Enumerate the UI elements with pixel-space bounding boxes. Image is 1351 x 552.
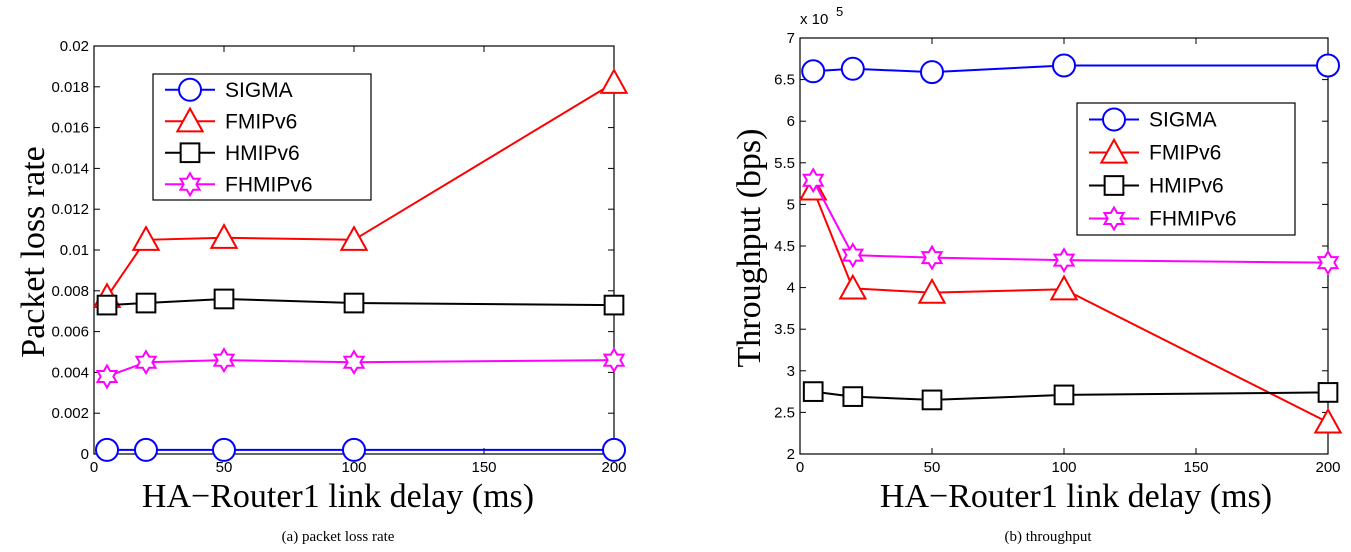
x-tick-label: 50	[924, 459, 941, 476]
data-point-marker	[842, 58, 864, 80]
y-tick-label: 0.002	[51, 405, 89, 422]
legend: SIGMA FMIPv6 HMIPv6 FHMIPv6	[1077, 103, 1295, 235]
y-tick-label: 0.02	[60, 38, 89, 55]
data-point-marker	[97, 365, 116, 387]
y-tick-label: 4	[787, 280, 795, 297]
y-tick-label: 6	[787, 113, 795, 130]
y-tick-label: 3	[787, 363, 795, 380]
legend-label: SIGMA	[225, 79, 293, 102]
series-hmipv6	[98, 290, 624, 315]
data-point-marker	[601, 70, 626, 93]
data-point-marker	[921, 61, 943, 83]
y-multiplier-label: x 10	[800, 11, 828, 28]
data-point-marker	[1055, 386, 1074, 405]
series-sigma	[96, 439, 625, 461]
legend-label: FHMIPv6	[225, 173, 313, 196]
legend-label: FMIPv6	[225, 110, 297, 133]
data-point-marker	[802, 60, 824, 82]
y-tick-label: 0.006	[51, 324, 89, 341]
data-point-marker	[1054, 249, 1073, 271]
data-point-marker	[211, 225, 236, 248]
y-tick-label: 6.5	[774, 72, 795, 89]
series-fhmipv6	[97, 349, 623, 387]
legend-marker	[181, 143, 200, 162]
legend: SIGMA FMIPv6 HMIPv6 FHMIPv6	[153, 74, 371, 200]
legend-label: HMIPv6	[1149, 175, 1224, 198]
y-tick-label: 0.008	[51, 283, 89, 300]
data-point-marker	[603, 439, 625, 461]
y-tick-label: 3.5	[774, 321, 795, 338]
data-point-marker	[604, 349, 623, 371]
x-axis-label: HA−Router1 link delay (ms)	[142, 478, 534, 515]
data-point-marker	[605, 296, 624, 315]
legend-marker	[1105, 176, 1124, 195]
data-point-marker	[213, 439, 235, 461]
y-tick-label: 0.012	[51, 201, 89, 218]
y-tick-label: 4.5	[774, 238, 795, 255]
y-tick-label: 7	[787, 30, 795, 47]
data-point-marker	[137, 294, 156, 313]
y-tick-label: 0.014	[51, 160, 89, 177]
legend-label: FMIPv6	[1149, 142, 1221, 165]
packet-loss-chart: 0 50 100 150 200 0 0.002 0.004 0.006 0.008 0.01 0.0…	[15, 38, 627, 545]
figure-caption: (a) packet loss rate	[282, 529, 395, 545]
legend-label: HMIPv6	[225, 142, 300, 165]
y-tick-label: 0.018	[51, 79, 89, 96]
data-point-marker	[922, 247, 941, 269]
data-point-marker	[1053, 54, 1075, 76]
legend-marker	[1103, 109, 1125, 131]
data-point-marker	[1315, 410, 1340, 433]
y-tick-label: 2.5	[774, 404, 795, 421]
data-point-marker	[214, 349, 233, 371]
y-tick-label: 2	[787, 446, 795, 463]
x-tick-label: 150	[471, 459, 496, 476]
y-tick-label: 0.004	[51, 364, 89, 381]
legend-label: SIGMA	[1149, 109, 1217, 132]
data-point-marker	[843, 244, 862, 266]
x-tick-label: 0	[90, 459, 98, 476]
data-point-marker	[804, 382, 823, 401]
data-point-marker	[1051, 277, 1076, 300]
data-point-marker	[1319, 383, 1338, 402]
y-axis-label: Throughput (bps)	[731, 129, 768, 368]
data-point-marker	[343, 439, 365, 461]
data-point-marker	[344, 351, 363, 373]
data-point-marker	[843, 387, 862, 406]
throughput-chart: 0 50 100 150 200 2 2.5 3 3.5 4 4.5 5 5.5 6 6.5 7 x 10 5 HA…	[731, 4, 1341, 545]
data-point-marker	[923, 391, 942, 410]
y-multiplier-exponent: 5	[836, 4, 843, 19]
y-axis-label: Packet loss rate	[15, 146, 52, 358]
legend-label: FHMIPv6	[1149, 208, 1237, 231]
y-tick-label: 0.016	[51, 120, 89, 137]
data-point-marker	[341, 227, 366, 250]
data-point-marker	[96, 439, 118, 461]
data-point-marker	[215, 290, 234, 309]
legend-marker	[179, 79, 201, 101]
x-tick-label: 200	[1315, 459, 1340, 476]
data-point-marker	[136, 351, 155, 373]
data-point-marker	[840, 276, 865, 299]
x-axis-label: HA−Router1 link delay (ms)	[880, 478, 1272, 515]
data-point-marker	[98, 296, 117, 315]
data-point-marker	[1318, 252, 1337, 274]
data-point-marker	[135, 439, 157, 461]
data-point-marker	[133, 227, 158, 250]
figure-caption: (b) throughput	[1004, 529, 1092, 545]
data-point-marker	[345, 294, 364, 313]
series-sigma	[802, 54, 1339, 83]
y-tick-label: 0.01	[60, 242, 89, 259]
y-tick-label: 5.5	[774, 155, 795, 172]
y-tick-label: 5	[787, 196, 795, 213]
x-tick-label: 0	[796, 459, 804, 476]
data-point-marker	[1317, 54, 1339, 76]
x-tick-label: 100	[1051, 459, 1076, 476]
x-tick-label: 150	[1183, 459, 1208, 476]
y-tick-label: 0	[81, 446, 89, 463]
